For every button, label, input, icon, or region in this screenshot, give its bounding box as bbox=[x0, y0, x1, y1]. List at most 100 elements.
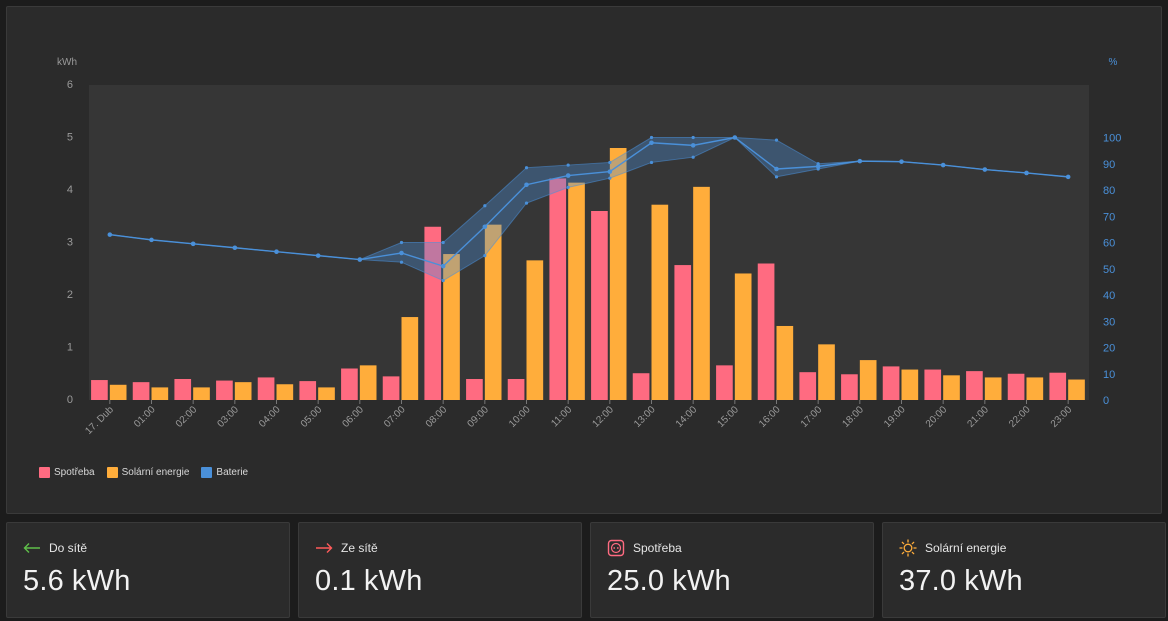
battery-max-point bbox=[483, 204, 487, 208]
x-tick-label: 21:00 bbox=[965, 404, 991, 430]
battery-min-point bbox=[274, 250, 279, 254]
bar-solar bbox=[526, 260, 544, 400]
stat-card-consumption[interactable]: Spotřeba 25.0 kWh bbox=[590, 522, 874, 618]
battery-point bbox=[399, 250, 404, 256]
battery-max-point bbox=[441, 240, 445, 245]
battery-min-point bbox=[941, 163, 945, 167]
y-left-tick-label: 2 bbox=[67, 289, 73, 301]
battery-min-point bbox=[733, 135, 737, 140]
bar-consumption bbox=[174, 379, 192, 400]
y-right-tick-label: 40 bbox=[1103, 290, 1115, 302]
bar-consumption bbox=[799, 372, 817, 400]
battery-min-point bbox=[524, 201, 529, 205]
battery-point bbox=[607, 169, 613, 174]
x-tick-label: 11:00 bbox=[549, 404, 574, 429]
chart-legend: Spotřeba Solární energie Baterie bbox=[39, 467, 252, 478]
x-tick-label: 18:00 bbox=[840, 404, 866, 430]
bar-consumption bbox=[382, 376, 400, 400]
x-tick-label: 06:00 bbox=[340, 404, 366, 430]
stat-card-solar[interactable]: Solární energie 37.0 kWh bbox=[882, 522, 1166, 618]
legend-label-consumption: Spotřeba bbox=[54, 467, 95, 478]
legend-label-solar: Solární energie bbox=[121, 467, 190, 478]
bar-consumption bbox=[632, 373, 650, 400]
stat-card-grid-export[interactable]: Do sítě 5.6 kWh bbox=[6, 522, 290, 618]
battery-min-point bbox=[899, 160, 904, 164]
battery-min-point bbox=[358, 257, 362, 262]
battery-min-point bbox=[858, 159, 862, 163]
battery-range-band bbox=[109, 137, 1069, 281]
y-right-tick-label: 0 bbox=[1103, 395, 1109, 407]
bar-consumption bbox=[966, 371, 983, 400]
legend-swatch-solar bbox=[106, 467, 118, 478]
bar-consumption bbox=[507, 379, 525, 400]
x-tick-label: 08:00 bbox=[424, 404, 450, 430]
y-right-tick-label: 50 bbox=[1103, 264, 1115, 276]
bar-consumption bbox=[1007, 373, 1025, 400]
battery-min-point bbox=[816, 167, 820, 171]
bar-consumption bbox=[674, 265, 692, 400]
bar-solar bbox=[276, 384, 294, 400]
x-tick-label: 17:00 bbox=[799, 404, 825, 430]
battery-min-point bbox=[774, 175, 779, 179]
bar-consumption bbox=[299, 381, 317, 400]
energy-chart-card: kWh 0 1 2 3 4 5 6% 0 10 20 30 40 50 60 70 80 90 100 17. Dub… bbox=[6, 6, 1162, 514]
battery-max-point bbox=[608, 160, 612, 165]
legend-label-battery: Baterie bbox=[216, 467, 249, 478]
battery-point bbox=[565, 173, 571, 178]
battery-min-point bbox=[608, 176, 612, 180]
x-tick-label: 03:00 bbox=[215, 404, 241, 430]
y-right-tick-label: 60 bbox=[1103, 238, 1115, 250]
bar-consumption bbox=[424, 226, 442, 400]
bar-solar bbox=[859, 360, 877, 400]
bar-solar bbox=[234, 382, 252, 400]
bar-consumption bbox=[132, 382, 150, 400]
battery-min-point bbox=[1024, 171, 1029, 175]
battery-point bbox=[482, 224, 488, 230]
stat-card-grid-import[interactable]: Ze sítě 0.1 kWh bbox=[298, 522, 582, 618]
battery-min-point bbox=[1066, 175, 1070, 179]
battery-point bbox=[815, 164, 821, 169]
bar-consumption bbox=[924, 369, 942, 400]
bar-consumption bbox=[257, 377, 275, 400]
bar-solar bbox=[943, 375, 960, 400]
y-left-tick-label: 5 bbox=[67, 132, 73, 144]
bar-consumption bbox=[882, 366, 900, 400]
legend-item-solar[interactable]: Solární energie bbox=[106, 467, 190, 478]
stat-value-grid-export: 5.6 kWh bbox=[23, 565, 131, 597]
bar-consumption bbox=[841, 374, 858, 400]
energy-chart: kWh 0 1 2 3 4 5 6% 0 10 20 30 40 50 60 70 80 90 100 17. Dub… bbox=[57, 57, 1121, 437]
battery-point bbox=[774, 166, 779, 172]
x-tick-label: 10:00 bbox=[507, 404, 533, 430]
bar-solar bbox=[109, 384, 127, 400]
legend-item-battery[interactable]: Baterie bbox=[201, 467, 248, 478]
stat-value-grid-import: 0.1 kWh bbox=[315, 565, 423, 597]
bar-solar bbox=[901, 369, 919, 400]
bar-solar bbox=[193, 387, 210, 400]
stat-label-grid-export: Do sítě bbox=[49, 541, 88, 555]
bar-solar bbox=[1068, 379, 1085, 400]
bar-consumption bbox=[466, 379, 483, 400]
bar-consumption bbox=[757, 263, 775, 400]
bar-solar bbox=[151, 387, 169, 400]
stat-value-consumption: 25.0 kWh bbox=[607, 565, 731, 597]
bar-solar bbox=[609, 148, 627, 400]
battery-max-point bbox=[649, 135, 654, 140]
y-right-tick-label: 10 bbox=[1103, 369, 1115, 381]
y-right-tick-label: 100 bbox=[1103, 133, 1121, 145]
x-tick-label: 17. Dub bbox=[83, 404, 116, 437]
y-left-tick-label: 4 bbox=[67, 184, 73, 196]
legend-item-consumption[interactable]: Spotřeba bbox=[39, 467, 95, 478]
x-tick-label: 04:00 bbox=[257, 404, 283, 430]
bar-solar bbox=[693, 186, 710, 400]
y-right-tick-label: 80 bbox=[1103, 185, 1115, 197]
stat-label-grid-import: Ze sítě bbox=[341, 541, 378, 555]
y-right-tick-label: 30 bbox=[1103, 316, 1115, 328]
bar-consumption bbox=[591, 211, 608, 400]
legend-swatch-consumption bbox=[39, 467, 50, 478]
bar-consumption bbox=[1049, 372, 1067, 400]
legend-swatch-battery bbox=[201, 467, 213, 478]
bar-consumption bbox=[216, 380, 233, 400]
battery-min-point bbox=[233, 246, 237, 250]
battery-min-point bbox=[191, 242, 195, 246]
bar-consumption bbox=[91, 380, 108, 400]
